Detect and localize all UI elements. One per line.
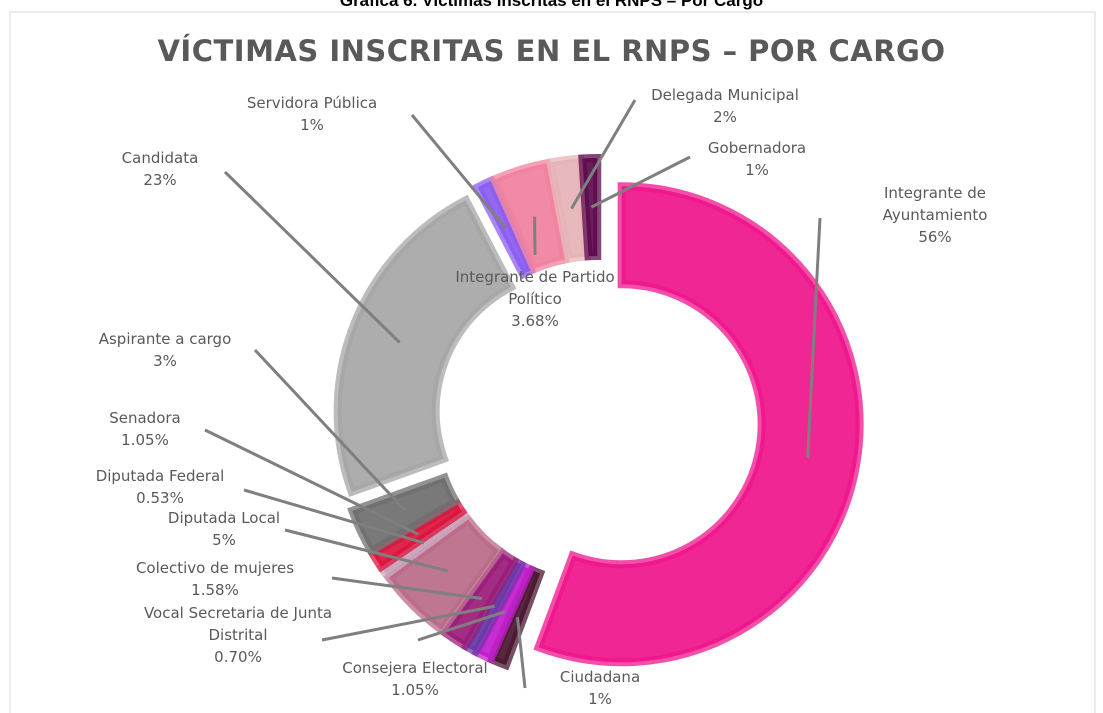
value-label: 1.05% [121, 431, 169, 449]
chart-title: VÍCTIMAS INSCRITAS EN EL RNPS – POR CARG… [157, 34, 946, 68]
leader-line [204, 428, 419, 536]
leader-line [331, 576, 482, 600]
value-label: 5% [212, 531, 236, 549]
donut-slice [533, 182, 864, 667]
value-label: 1.05% [391, 681, 439, 699]
leader-line [284, 528, 449, 573]
value-label: 1% [300, 116, 324, 134]
category-label: Consejera Electoral [342, 659, 488, 677]
frame [9, 11, 1096, 713]
value-label: 1% [745, 161, 769, 179]
leader-line [321, 604, 496, 642]
caption: Gráfica 6. Víctimas inscritas en el RNPS… [339, 0, 764, 10]
data-label: Aspirante a cargo 3% [80, 328, 250, 372]
leader-line [223, 170, 401, 344]
data-label: Colectivo de mujeres 1.58% [105, 557, 325, 601]
data-label: Ciudadana 1% [540, 666, 660, 710]
data-label: Diputada Local 5% [149, 507, 299, 551]
category-label: Delegada Municipal [651, 86, 799, 104]
value-label: 0.53% [136, 489, 184, 507]
data-label: Integrante de Partido Político 3.68% [435, 266, 635, 332]
donut-slice [333, 194, 517, 497]
value-label: 3.68% [511, 312, 559, 330]
value-label: 2% [713, 108, 737, 126]
category-label: Colectivo de mujeres [135, 559, 295, 577]
category-label: Senadora [109, 409, 181, 427]
data-label: Diputada Federal 0.53% [70, 465, 250, 509]
data-label: Servidora Pública 1% [232, 92, 392, 136]
leader-line [516, 617, 527, 689]
data-label: Vocal Secretaria de Junta Distrital 0.70% [143, 602, 333, 668]
value-label: 1% [588, 690, 612, 708]
category-label: Vocal Secretaria de Junta Distrital [143, 604, 333, 644]
donut-slice [347, 472, 462, 557]
leader-line [590, 155, 691, 209]
data-label: Delegada Municipal 2% [630, 84, 820, 128]
category-label: Aspirante a cargo [98, 330, 232, 348]
category-label: Integrante de Ayuntamiento [882, 184, 988, 224]
category-label: Diputada Local [167, 509, 281, 527]
data-label: Consejera Electoral 1.05% [315, 657, 515, 701]
donut-slice [489, 158, 570, 275]
leader-line [410, 114, 507, 230]
data-label: Candidata 23% [100, 147, 220, 191]
data-label: Gobernadora 1% [682, 137, 832, 181]
data-label: Senadora 1.05% [85, 407, 205, 451]
category-label: Diputada Federal [95, 467, 225, 485]
category-label: Gobernadora [707, 139, 807, 157]
leader-line [243, 488, 425, 545]
category-label: Integrante de Partido Político [455, 268, 615, 308]
category-label: Ciudadana [559, 668, 641, 686]
leader-line [806, 217, 822, 458]
leader-line [253, 348, 407, 512]
category-label: Servidora Pública [246, 94, 378, 112]
data-label: Integrante de Ayuntamiento 56% [860, 182, 1010, 248]
value-label: 0.70% [214, 648, 262, 666]
value-label: 56% [918, 228, 952, 246]
donut-slice [383, 514, 505, 636]
value-label: 1.58% [191, 581, 239, 599]
category-label: Candidata [121, 149, 199, 167]
value-label: 23% [143, 171, 177, 189]
leader-line [570, 99, 637, 210]
donut-slice [578, 154, 602, 261]
value-label: 3% [153, 352, 177, 370]
leader-line [417, 610, 506, 642]
